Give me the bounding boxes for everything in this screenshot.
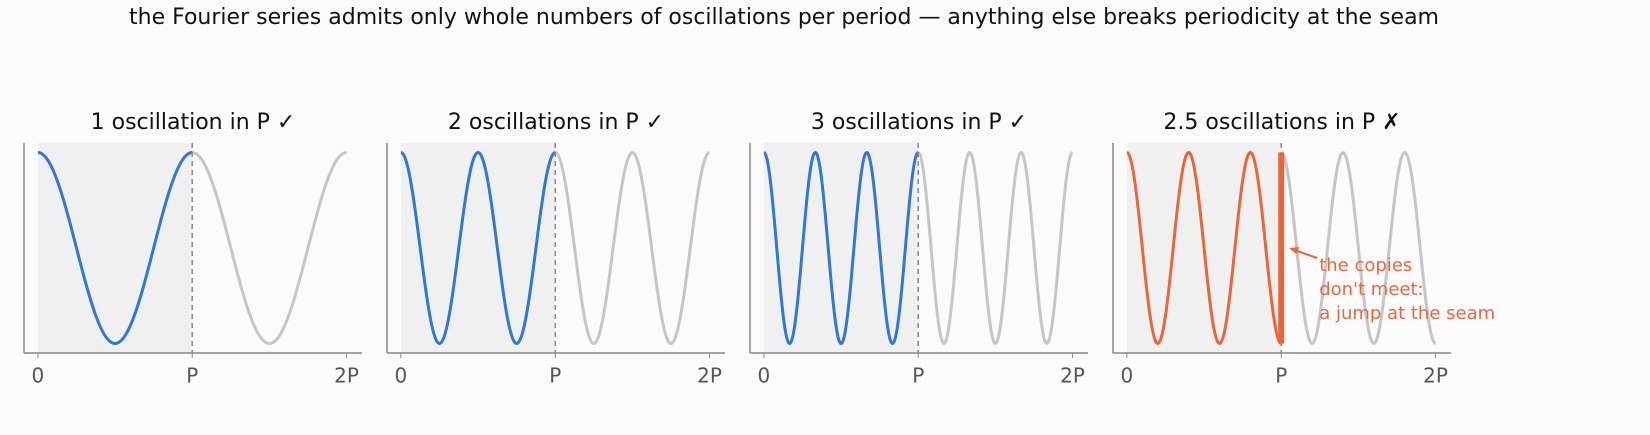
x-tick-label: 0 <box>1121 364 1134 388</box>
annotation-text: a jump at the seam <box>1319 303 1495 324</box>
panel-title: 2 oscillations in P ✓ <box>448 110 664 135</box>
signal-curve <box>763 151 919 345</box>
annotation-text: the copies <box>1319 255 1412 276</box>
x-tick-label: 0 <box>32 364 45 388</box>
x-tick-label: 2P <box>697 364 722 388</box>
period-shade <box>400 143 556 353</box>
x-tick-label: 0 <box>395 364 408 388</box>
signal-curve <box>400 151 556 345</box>
annotation-arrowhead <box>1289 247 1300 254</box>
period-shade <box>763 143 919 353</box>
x-tick-label: P <box>186 364 198 388</box>
figure-title: the Fourier series admits only whole num… <box>129 5 1439 30</box>
panel-title: 2.5 oscillations in P ✗ <box>1163 110 1400 135</box>
x-tick-label: 0 <box>758 364 771 388</box>
period-shade <box>37 143 193 353</box>
x-tick-label: P <box>1275 364 1287 388</box>
periodic-copy <box>555 151 710 345</box>
periodic-copy <box>192 151 347 345</box>
signal-curve <box>1126 151 1282 345</box>
periodic-copy <box>1280 151 1436 345</box>
x-tick-label: 2P <box>1423 364 1448 388</box>
annotation-text: don't meet: <box>1319 279 1423 300</box>
periodic-copy <box>917 151 1074 345</box>
x-tick-label: 2P <box>334 364 359 388</box>
x-tick-label: P <box>549 364 561 388</box>
panel-title: 3 oscillations in P ✓ <box>811 110 1027 135</box>
panel-title: 1 oscillation in P ✓ <box>91 110 296 135</box>
signal-curve <box>37 151 193 345</box>
x-tick-label: 2P <box>1060 364 1085 388</box>
x-tick-label: P <box>912 364 924 388</box>
